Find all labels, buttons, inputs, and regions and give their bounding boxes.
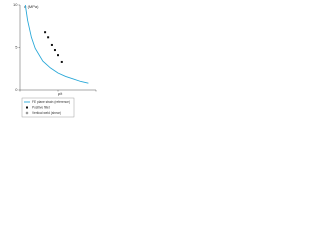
legend-label: Positive fillet bbox=[32, 105, 50, 109]
point bbox=[47, 36, 50, 39]
legend-box bbox=[21, 97, 75, 118]
curve bbox=[24, 4, 89, 84]
point bbox=[44, 31, 47, 34]
point bbox=[57, 54, 59, 57]
point bbox=[60, 60, 63, 63]
chart: ρ/t σ (MPa) 0 5 10 FE plane strain (referen… bbox=[13, 2, 97, 118]
y-tick-label: 0 bbox=[15, 87, 18, 92]
point bbox=[53, 49, 56, 52]
y-axis-label: σ (MPa) bbox=[24, 4, 39, 9]
y-tick-label: 10 bbox=[13, 2, 18, 7]
legend-label: Vertical weld (shear) bbox=[32, 111, 61, 115]
y-tick-label: 5 bbox=[15, 45, 18, 50]
legend-swatch bbox=[25, 111, 29, 115]
x-axis-label: ρ/t bbox=[58, 91, 63, 96]
legend-label: FE plane strain (reference) bbox=[32, 100, 70, 104]
legend-swatch bbox=[26, 106, 28, 109]
point bbox=[50, 43, 53, 46]
